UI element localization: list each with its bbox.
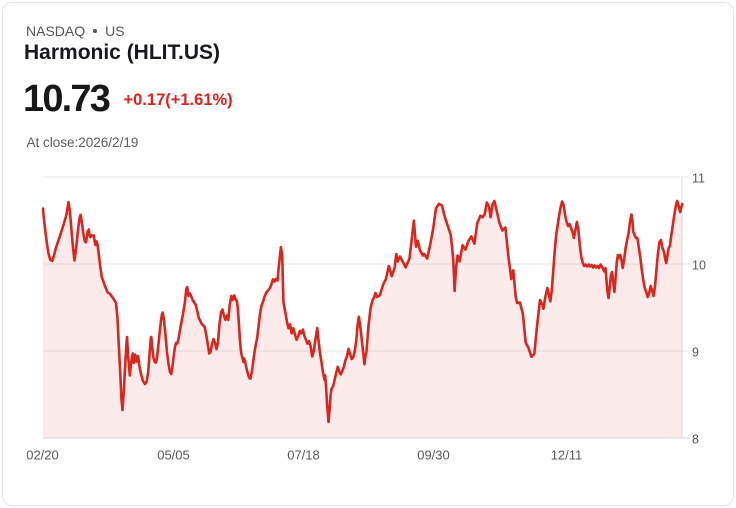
svg-text:11: 11 — [692, 171, 705, 185]
svg-text:09/30: 09/30 — [417, 448, 450, 463]
svg-text:07/18: 07/18 — [287, 448, 320, 463]
svg-text:12/11: 12/11 — [551, 448, 583, 463]
svg-text:02/20: 02/20 — [26, 448, 59, 463]
svg-text:10: 10 — [692, 258, 706, 272]
svg-text:8: 8 — [692, 432, 699, 446]
svg-text:05/05: 05/05 — [157, 448, 190, 463]
svg-text:9: 9 — [692, 345, 699, 359]
